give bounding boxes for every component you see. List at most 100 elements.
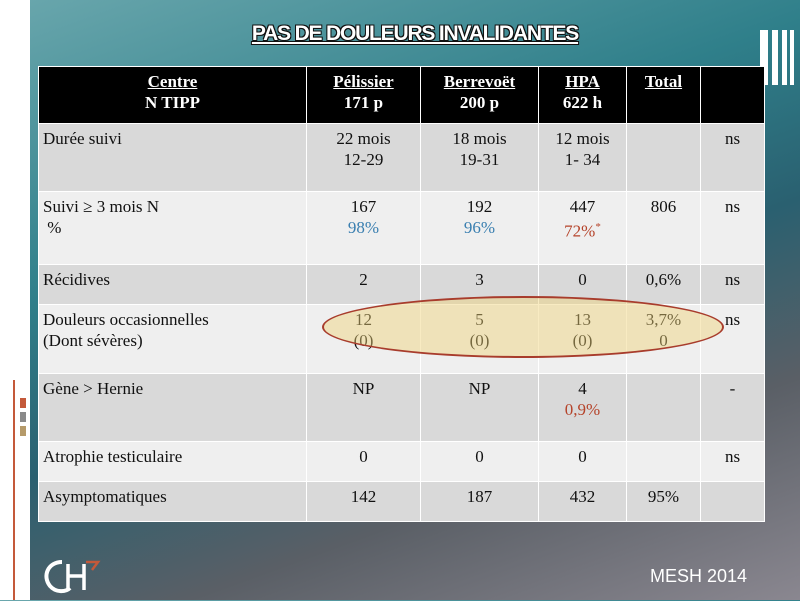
cell-p [700, 480, 765, 523]
header-berrevoet: Berrevoët [443, 72, 516, 91]
table-row: Asymptomatiques 142 187 432 95% [38, 480, 765, 523]
results-table: Centre N TIPP Pélissier 171 p Berrevoët … [38, 66, 765, 523]
header-cell: HPA 622 h [538, 66, 627, 124]
cell: 13 (0) [538, 304, 627, 374]
cell-p: ns [700, 191, 765, 266]
cell-value: 22 mois [336, 129, 391, 148]
row-label: Douleurs occasionnelles (Dont sévères) [38, 304, 307, 374]
row-label-line2: (Dont sévères) [43, 331, 143, 351]
left-rule [13, 380, 15, 600]
table-row: Atrophie testiculaire 0 0 0 ns [38, 440, 765, 482]
cell-total: 3,7% 0 [626, 304, 701, 374]
ch-logo-icon [40, 556, 102, 601]
cell-value: 5 [475, 310, 484, 330]
header-center-label: Centre [147, 72, 198, 91]
table-row: Douleurs occasionnelles (Dont sévères) 12… [38, 304, 765, 374]
header-pelissier: Pélissier [333, 72, 394, 91]
header-cell: Pélissier 171 p [306, 66, 421, 124]
cell-total: 0,6% [626, 264, 701, 306]
ch-logo-icon-svg [44, 560, 101, 594]
cell-value: 447 [569, 197, 596, 217]
header-hpa-n: 622 h [562, 93, 603, 112]
header-cell-p [700, 66, 765, 124]
header-cell: Centre N TIPP [38, 66, 307, 124]
table-row: Récidives 2 3 0 0,6% ns [38, 264, 765, 306]
cell-p: ns [700, 122, 765, 193]
cell-value: 4 [578, 378, 587, 398]
cell-p: ns [700, 304, 765, 374]
cell-value: 12 [355, 310, 372, 330]
table-row: Gène > Hernie NP NP 4 0,9% - [38, 372, 765, 442]
cell: 18 mois 19-31 [420, 122, 539, 193]
table-row: Suivi ≥ 3 mois N % 167 98% 192 96% 447 72%*… [38, 191, 765, 266]
header-berrevoet-n: 200 p [459, 93, 500, 112]
cell: 0 [538, 264, 627, 306]
cell-p: ns [700, 264, 765, 306]
cell: 4 0,9% [538, 372, 627, 442]
cell-value: 18 mois [452, 129, 507, 148]
cell-percent: 0,9% [564, 399, 601, 419]
page-title: PAS DE DOULEURS INVALIDANTES [251, 22, 579, 45]
cell-severe: (0) [353, 331, 374, 351]
cell-percent: 98% [347, 218, 380, 238]
cell-p: - [700, 372, 765, 442]
header-cell: Total [626, 66, 701, 124]
cell-total [626, 372, 701, 442]
cell-total-severe: 0 [659, 331, 668, 351]
row-label: Suivi ≥ 3 mois N % [38, 191, 307, 266]
cell-p: ns [700, 440, 765, 482]
cell: 12 mois 1- 34 [538, 122, 627, 193]
header-pelissier-n: 171 p [343, 93, 384, 112]
header-hpa: HPA [565, 72, 600, 91]
cell: 187 [420, 480, 539, 523]
header-total: Total [644, 72, 683, 91]
footer-text: MESH 2014 [650, 566, 748, 586]
cell: NP [420, 372, 539, 442]
cell-range: 19-31 [459, 150, 500, 169]
row-label-line1: Douleurs occasionnelles [43, 310, 209, 330]
cell-total [626, 122, 701, 193]
left-decor-strip [0, 0, 30, 600]
cell: 0 [306, 440, 421, 482]
asterisk-note: * [595, 221, 601, 234]
row-label: Récidives [38, 264, 307, 306]
cell-percent: 72%* [543, 217, 622, 242]
cell: 0 [420, 440, 539, 482]
cell: 12 (0) [306, 304, 421, 374]
cell: 447 72%* [538, 191, 627, 266]
cell-range: 1- 34 [564, 150, 601, 169]
cell-value: 12 mois [555, 129, 610, 148]
cell: 0 [538, 440, 627, 482]
row-label-line2: % [43, 218, 62, 238]
cell: 142 [306, 480, 421, 523]
row-label: Asymptomatiques [38, 480, 307, 523]
cell: NP [306, 372, 421, 442]
deco-squares [20, 398, 26, 440]
header-row: Centre N TIPP Pélissier 171 p Berrevoët … [38, 66, 765, 124]
cell: 2 [306, 264, 421, 306]
cell-total-value: 3,7% [645, 310, 682, 330]
header-cell: Berrevoët 200 p [420, 66, 539, 124]
cell: 5 (0) [420, 304, 539, 374]
row-label: Durée suivi [38, 122, 307, 193]
cell: 192 96% [420, 191, 539, 266]
cell: 3 [420, 264, 539, 306]
row-label: Atrophie testiculaire [38, 440, 307, 482]
cell-value: 13 [574, 310, 591, 330]
cell-total [626, 440, 701, 482]
cell: 432 [538, 480, 627, 523]
cell-percent: 96% [463, 218, 496, 238]
cell-severe: (0) [572, 331, 593, 351]
table-row: Durée suivi 22 mois 12-29 18 mois 19-31 12… [38, 122, 765, 193]
cell-total: 95% [626, 480, 701, 523]
cell-range: 12-29 [343, 150, 384, 169]
row-label: Gène > Hernie [38, 372, 307, 442]
cell: 22 mois 12-29 [306, 122, 421, 193]
cell-value: 167 [350, 197, 377, 217]
row-label-line1: Suivi ≥ 3 mois N [43, 197, 160, 217]
header-ntipp-label: N TIPP [145, 93, 200, 112]
cell-percent-value: 72% [564, 221, 596, 241]
cell-severe: (0) [469, 331, 490, 351]
cell: 167 98% [306, 191, 421, 266]
cell-total: 806 [626, 191, 701, 266]
